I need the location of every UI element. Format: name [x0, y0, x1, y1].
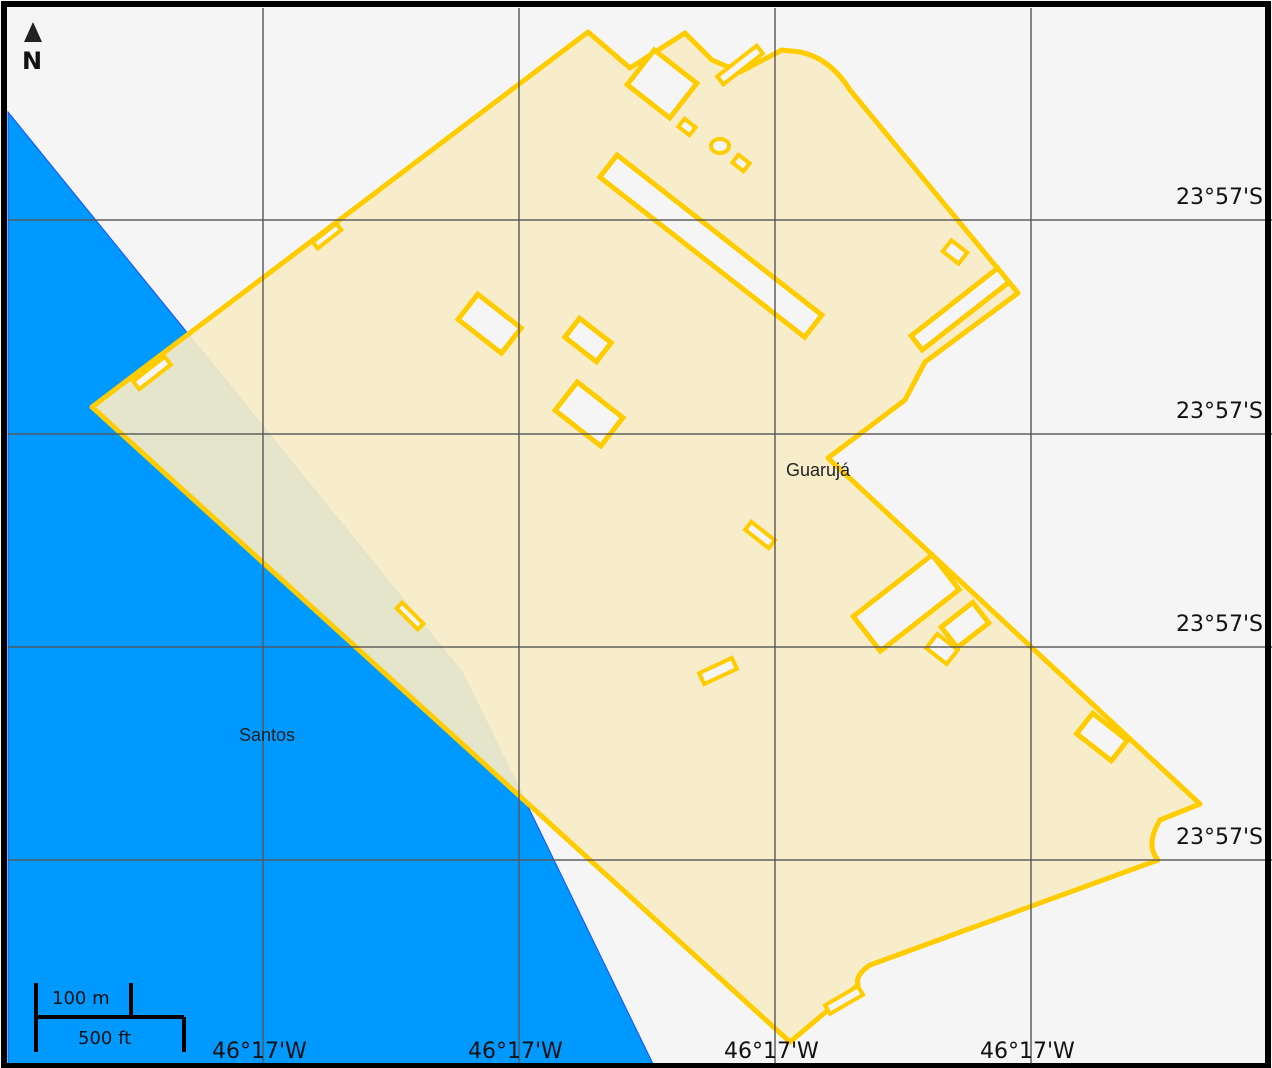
building — [309, 220, 345, 252]
longitude-label: 46°17'W — [980, 1039, 1075, 1064]
latitude-label: 23°57'S — [1176, 612, 1263, 637]
building — [596, 151, 826, 341]
scale-bar — [34, 983, 186, 1052]
building — [561, 314, 615, 366]
building — [454, 290, 525, 357]
latitude-label: 23°57'S — [1176, 185, 1263, 210]
scale-metric-label: 100 m — [52, 988, 110, 1009]
longitude-label: 46°17'W — [468, 1039, 563, 1064]
building — [729, 151, 753, 175]
building — [130, 353, 174, 393]
building — [1073, 709, 1131, 765]
place-label-guaruja: Guarujá — [786, 460, 851, 480]
building — [742, 519, 778, 551]
latitude-label: 23°57'S — [1176, 399, 1263, 424]
building — [393, 599, 427, 633]
building — [849, 551, 963, 655]
building — [551, 378, 627, 450]
north-arrow-icon — [24, 22, 42, 42]
building — [940, 237, 970, 267]
latitude-label: 23°57'S — [1176, 825, 1263, 850]
scale-imperial-label: 500 ft — [78, 1028, 131, 1049]
building — [709, 137, 731, 155]
building — [623, 46, 701, 122]
building — [696, 655, 740, 687]
highlighted-area[interactable] — [89, 29, 1203, 1045]
building — [714, 42, 766, 88]
north-label: N — [22, 47, 42, 75]
longitude-label: 46°17'W — [724, 1039, 819, 1064]
place-label-santos: Santos — [239, 725, 295, 745]
building — [907, 264, 1013, 354]
longitude-label: 46°17'W — [212, 1039, 307, 1064]
building — [675, 115, 699, 139]
north-arrow: N — [22, 22, 42, 75]
building — [822, 983, 866, 1017]
building — [923, 631, 961, 667]
coordinate-grid — [8, 8, 1272, 1068]
area-boundary — [89, 29, 1203, 1045]
building — [937, 598, 993, 652]
